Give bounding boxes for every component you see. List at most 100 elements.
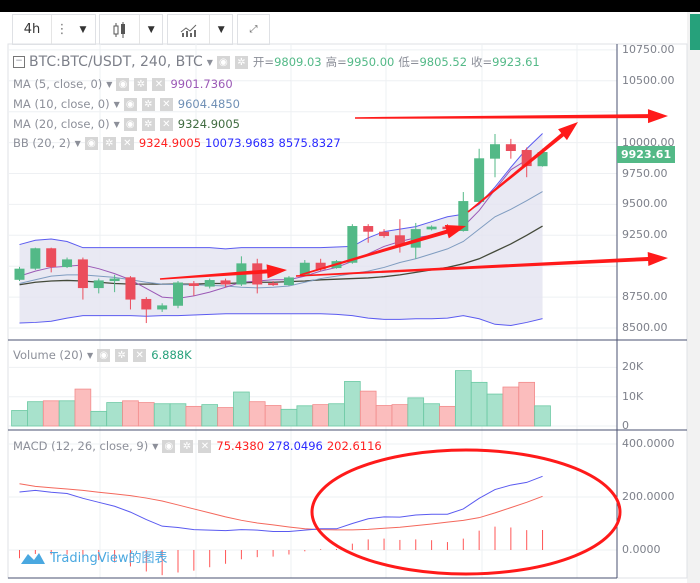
- candle-body: [426, 226, 437, 230]
- volume-bar: [90, 410, 108, 427]
- candle: [77, 257, 88, 300]
- close-icon[interactable]: ✕: [198, 439, 212, 453]
- candle-body: [394, 235, 405, 246]
- candle: [14, 266, 25, 282]
- chevron-down-icon[interactable]: ▼: [152, 441, 159, 451]
- eye-icon[interactable]: ◉: [162, 439, 176, 453]
- bb-label[interactable]: BB (20, 2): [13, 136, 71, 150]
- volume-bar: [217, 407, 234, 427]
- macd-legend: MACD (12, 26, close, 9) ▼ ◉ ✲ ✕ 75.4380 278…: [13, 439, 382, 453]
- gear-icon[interactable]: ✲: [115, 348, 129, 362]
- close-icon[interactable]: ✕: [159, 97, 173, 111]
- side-panel-tab[interactable]: [690, 14, 700, 50]
- ma5-label[interactable]: MA (5, close, 0): [13, 77, 103, 91]
- eye-icon[interactable]: ◉: [97, 348, 111, 362]
- candle: [62, 257, 73, 269]
- chevron-down-icon[interactable]: ▼: [113, 99, 120, 109]
- indicators-icon[interactable]: [168, 15, 209, 44]
- right-scrollbar[interactable]: [687, 12, 700, 583]
- fullscreen-icon[interactable]: ⤢: [237, 14, 270, 45]
- eye-icon[interactable]: ◉: [216, 55, 230, 69]
- axis-tick-label: 20K: [622, 360, 644, 374]
- chevron-down-icon[interactable]: ▼: [106, 79, 113, 89]
- annotation-ellipse: [310, 448, 622, 576]
- candle-body: [125, 277, 136, 300]
- volume-bar: [153, 403, 171, 427]
- gear-icon[interactable]: ✲: [141, 117, 155, 131]
- candle-body: [283, 277, 294, 286]
- candle: [141, 297, 152, 324]
- gear-icon[interactable]: ✲: [180, 439, 194, 453]
- candle-body: [505, 144, 516, 152]
- axis-tick-label: 10K: [622, 389, 644, 403]
- gear-icon[interactable]: ✲: [141, 97, 155, 111]
- volume-bar: [518, 381, 535, 427]
- volume-bar: [328, 403, 345, 427]
- bb-lower-line: [19, 313, 543, 327]
- volume-bar: [248, 401, 266, 427]
- collapse-icon[interactable]: −: [13, 56, 25, 68]
- volume-bar: [391, 404, 409, 427]
- gear-icon[interactable]: ✲: [102, 136, 116, 150]
- volume-bar: [201, 404, 219, 427]
- bollinger-band-fill: [19, 133, 543, 326]
- last-price-tag: 9923.61: [617, 146, 676, 163]
- eye-icon[interactable]: ◉: [123, 97, 137, 111]
- annotation-arrow: [295, 251, 668, 277]
- annotation-arrow: [299, 224, 466, 276]
- high-value: 9950.00: [346, 55, 395, 69]
- chevron-down-icon[interactable]: ▼: [79, 24, 87, 35]
- interval-group: 4h ⋮ ▼: [12, 14, 96, 45]
- volume-bar: [233, 391, 250, 427]
- volume-bar: [423, 403, 440, 427]
- candles-icon[interactable]: [100, 15, 139, 44]
- candle-body: [521, 150, 532, 167]
- axis-tick-label: 10750.00: [622, 42, 675, 56]
- macd-value: 278.0496: [267, 439, 323, 453]
- chevron-down-icon[interactable]: ▼: [139, 15, 162, 44]
- axis-tick-label: 0: [622, 419, 629, 432]
- eye-icon[interactable]: ◉: [116, 77, 130, 91]
- candle: [347, 224, 358, 264]
- interval-button[interactable]: 4h: [23, 22, 41, 37]
- candle: [204, 278, 215, 289]
- gear-icon[interactable]: ✲: [234, 55, 248, 69]
- eye-icon[interactable]: ◉: [84, 136, 98, 150]
- chevron-down-icon[interactable]: ▼: [74, 138, 81, 148]
- close-icon[interactable]: ✕: [159, 117, 173, 131]
- macd-label[interactable]: MACD (12, 26, close, 9): [13, 439, 149, 453]
- candle: [283, 276, 294, 286]
- gear-icon[interactable]: ✲: [134, 77, 148, 91]
- candle: [268, 281, 279, 286]
- volume-bar: [280, 408, 298, 427]
- candle-body: [537, 152, 548, 167]
- candle: [505, 138, 516, 159]
- volume-bar: [486, 393, 504, 427]
- ma20-label[interactable]: MA (20, close, 0): [13, 117, 110, 131]
- candle: [363, 224, 374, 243]
- candle: [379, 229, 390, 238]
- candle-body: [458, 201, 469, 231]
- candle: [30, 247, 41, 270]
- eye-icon[interactable]: ◉: [123, 117, 137, 131]
- close-icon[interactable]: ✕: [133, 348, 147, 362]
- open-label: 开=: [252, 55, 275, 69]
- candle-body: [363, 226, 374, 232]
- vertical-dots-icon[interactable]: ⋮: [51, 15, 72, 44]
- close-icon[interactable]: ✕: [152, 77, 166, 91]
- axis-tick-label: 10000.00: [622, 135, 675, 149]
- candle-body: [77, 259, 88, 289]
- ma10-label[interactable]: MA (10, close, 0): [13, 97, 110, 111]
- chevron-down-icon[interactable]: ▼: [206, 57, 213, 67]
- chevron-down-icon[interactable]: ▼: [87, 350, 94, 360]
- chevron-down-icon[interactable]: ▼: [209, 15, 232, 44]
- ma20-line: [19, 225, 543, 286]
- chevron-down-icon[interactable]: ▼: [113, 119, 120, 129]
- close-icon[interactable]: ✕: [120, 136, 134, 150]
- symbol-title[interactable]: BTC:BTC/USDT, 240, BTC: [29, 54, 203, 70]
- ma10-legend: MA (10, close, 0) ▼ ◉ ✲ ✕ 9604.4850: [13, 97, 240, 111]
- candle: [157, 303, 168, 312]
- volume-label[interactable]: Volume (20): [13, 348, 84, 362]
- tradingview-watermark: TradingView的图表: [20, 547, 168, 566]
